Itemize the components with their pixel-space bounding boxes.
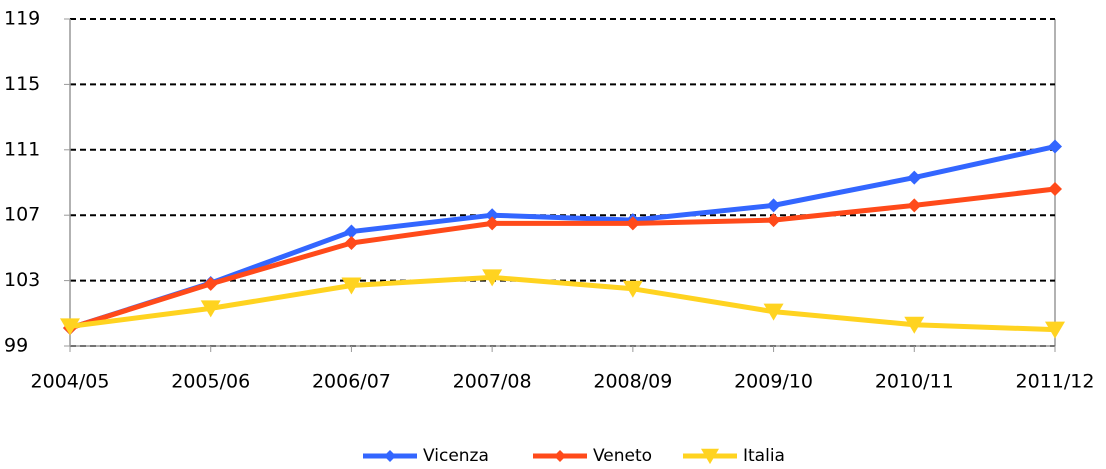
line: [69, 274, 1056, 333]
marker: [625, 216, 640, 231]
marker: [907, 198, 922, 213]
legend-label: Vicenza: [423, 446, 489, 466]
marker: [1045, 321, 1065, 339]
y-tick-label: 99: [4, 335, 28, 357]
line: [69, 186, 1056, 331]
x-tick-label: 2006/07: [312, 371, 391, 393]
marker: [554, 450, 566, 462]
y-tick-label: 115: [4, 73, 40, 95]
marker: [344, 224, 359, 239]
legend-label: Italia: [743, 446, 785, 466]
legend-label: Veneto: [593, 446, 652, 466]
x-tick-label: 2008/09: [593, 371, 672, 393]
x-tick-label: 2004/05: [31, 371, 110, 393]
marker: [485, 208, 500, 223]
marker: [701, 448, 719, 465]
marker: [341, 277, 362, 295]
x-tick-label: 2011/12: [1016, 371, 1095, 393]
marker: [60, 318, 80, 336]
marker: [763, 303, 784, 321]
marker: [1048, 182, 1062, 197]
y-tick-label: 103: [4, 269, 40, 291]
marker: [766, 213, 781, 228]
marker: [200, 300, 221, 318]
x-tick-label: 2010/11: [875, 371, 954, 393]
marker: [203, 276, 218, 291]
marker: [384, 450, 396, 462]
marker: [482, 269, 503, 287]
x-tick-label: 2007/08: [453, 371, 532, 393]
marker: [485, 216, 500, 231]
x-tick-label: 2005/06: [171, 371, 250, 393]
marker: [622, 280, 643, 298]
marker: [907, 170, 922, 185]
marker: [904, 316, 925, 334]
marker: [1048, 139, 1062, 154]
y-tick-label: 107: [4, 204, 40, 226]
marker: [766, 198, 781, 213]
y-tick-label: 119: [4, 8, 40, 30]
x-tick-label: 2009/10: [734, 371, 813, 393]
y-tick-label: 111: [4, 138, 40, 160]
marker: [344, 235, 359, 250]
